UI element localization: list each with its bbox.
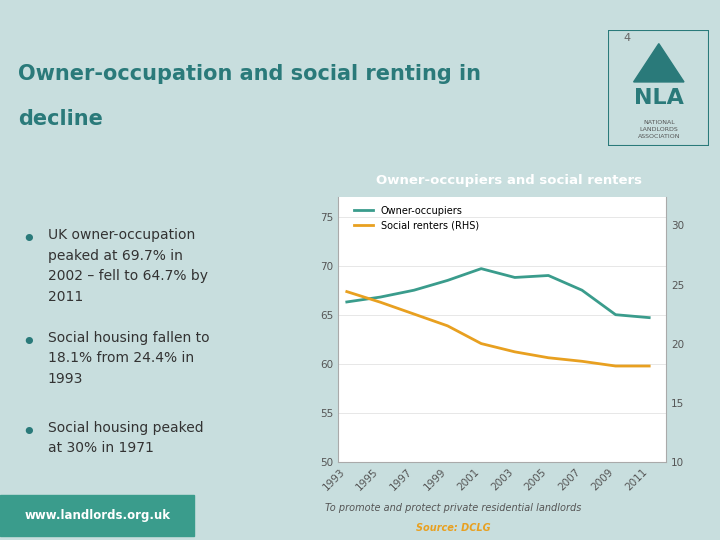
Text: NLA: NLA bbox=[634, 87, 684, 108]
Polygon shape bbox=[634, 44, 684, 82]
Text: •: • bbox=[22, 228, 36, 252]
Text: www.landlords.org.uk: www.landlords.org.uk bbox=[24, 509, 170, 522]
Text: Owner-occupiers and social renters: Owner-occupiers and social renters bbox=[377, 174, 642, 187]
Text: UK owner-occupation
peaked at 69.7% in
2002 – fell to 64.7% by
2011: UK owner-occupation peaked at 69.7% in 2… bbox=[48, 228, 207, 303]
Bar bbox=[0, 495, 194, 536]
Text: To promote and protect private residential landlords: To promote and protect private residenti… bbox=[325, 503, 582, 514]
Text: Owner-occupation and social renting in: Owner-occupation and social renting in bbox=[18, 64, 481, 84]
Text: 4: 4 bbox=[624, 33, 631, 43]
Text: decline: decline bbox=[18, 109, 103, 129]
Text: •: • bbox=[22, 421, 36, 445]
Text: Social housing fallen to
18.1% from 24.4% in
1993: Social housing fallen to 18.1% from 24.4… bbox=[48, 330, 209, 386]
Text: NATIONAL
LANDLORDS
ASSOCIATION: NATIONAL LANDLORDS ASSOCIATION bbox=[637, 120, 680, 139]
Text: Social housing peaked
at 30% in 1971: Social housing peaked at 30% in 1971 bbox=[48, 421, 203, 455]
Text: •: • bbox=[22, 330, 36, 355]
Text: Source: DCLG: Source: DCLG bbox=[416, 523, 491, 533]
Legend: Owner-occupiers, Social renters (RHS): Owner-occupiers, Social renters (RHS) bbox=[350, 202, 483, 234]
